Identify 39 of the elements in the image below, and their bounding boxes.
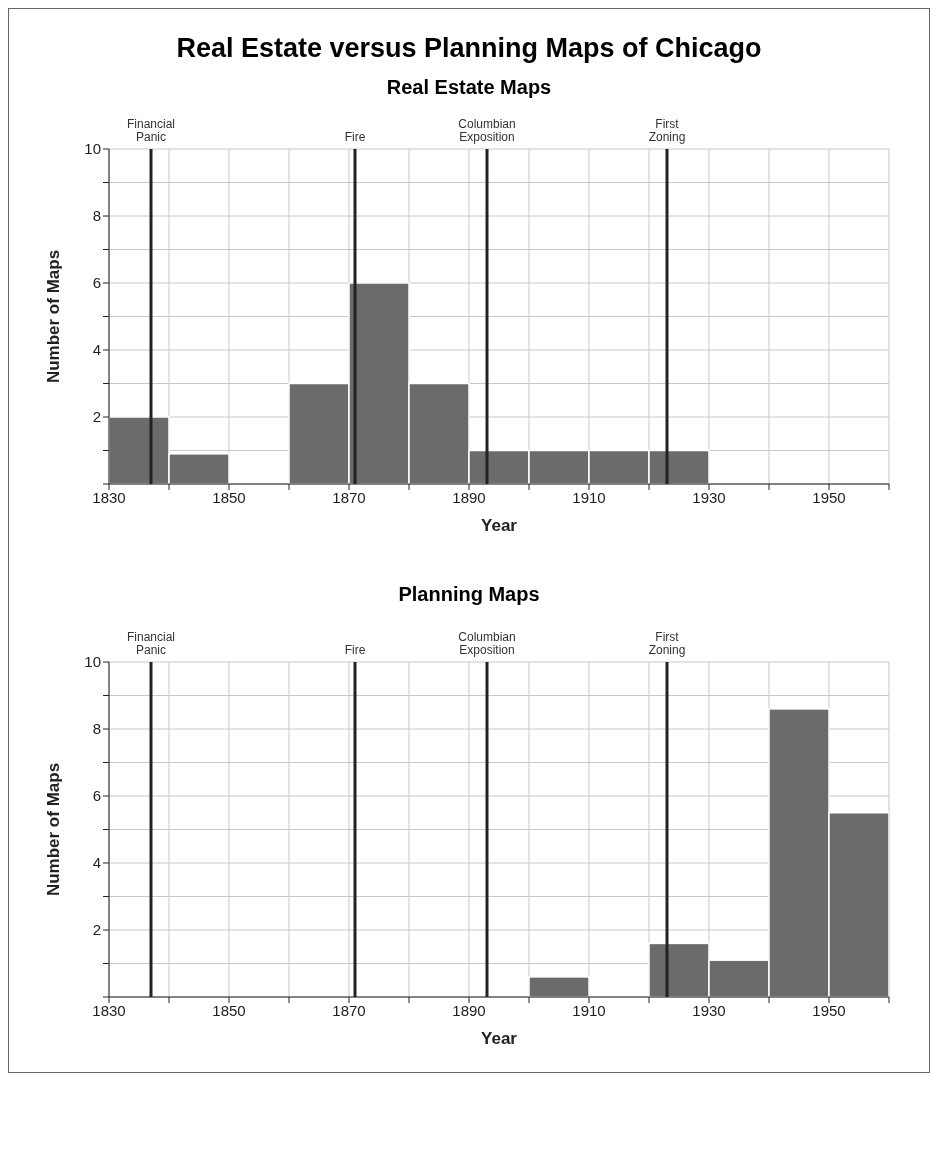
y-axis-title: Number of Maps — [44, 762, 64, 897]
x-tick-label: 1830 — [92, 1001, 126, 1019]
x-tick-label: 1950 — [812, 488, 846, 506]
ref-line-label: Financial Panic — [126, 630, 176, 657]
x-tick-label: 1850 — [212, 488, 246, 506]
y-tick-label: 2 — [92, 921, 101, 939]
y-tick-label: 10 — [84, 140, 101, 158]
chart-subtitle: Real Estate Maps — [386, 76, 552, 99]
x-tick-label: 1910 — [572, 488, 606, 506]
x-tick-label: 1870 — [332, 488, 366, 506]
x-axis-title: Year — [481, 516, 518, 535]
x-tick-label: 1930 — [692, 488, 726, 506]
ref-line-label: Columbian Exposition — [458, 117, 516, 144]
ref-line-label: Columbian Exposition — [458, 630, 516, 657]
x-tick-label: 1890 — [452, 488, 486, 506]
ref-line-label: Fire — [344, 130, 366, 144]
y-tick-label: 10 — [84, 653, 101, 671]
y-tick-label: 4 — [92, 854, 101, 872]
chart-title: Real Estate versus Planning Maps of Chicago — [176, 33, 762, 64]
y-tick-label: 8 — [92, 207, 101, 225]
x-axis-title: Year — [481, 1029, 518, 1048]
y-tick-label: 6 — [92, 787, 101, 805]
x-tick-label: 1910 — [572, 1001, 606, 1019]
ref-line-label: Fire — [344, 643, 366, 657]
y-axis-title: Number of Maps — [44, 249, 64, 384]
x-tick-label: 1870 — [332, 1001, 366, 1019]
ref-line-label: Financial Panic — [126, 117, 176, 144]
x-tick-label: 1930 — [692, 1001, 726, 1019]
ref-line-label: First Zoning — [648, 630, 686, 657]
x-tick-label: 1890 — [452, 1001, 486, 1019]
y-tick-label: 6 — [92, 274, 101, 292]
y-tick-label: 4 — [92, 341, 101, 359]
chart-title: Planning Maps — [398, 583, 540, 606]
y-tick-label: 8 — [92, 720, 101, 738]
ref-line-label: First Zoning — [648, 117, 686, 144]
y-tick-label: 2 — [92, 408, 101, 426]
x-tick-label: 1850 — [212, 1001, 246, 1019]
x-tick-label: 1830 — [92, 488, 126, 506]
x-tick-label: 1950 — [812, 1001, 846, 1019]
